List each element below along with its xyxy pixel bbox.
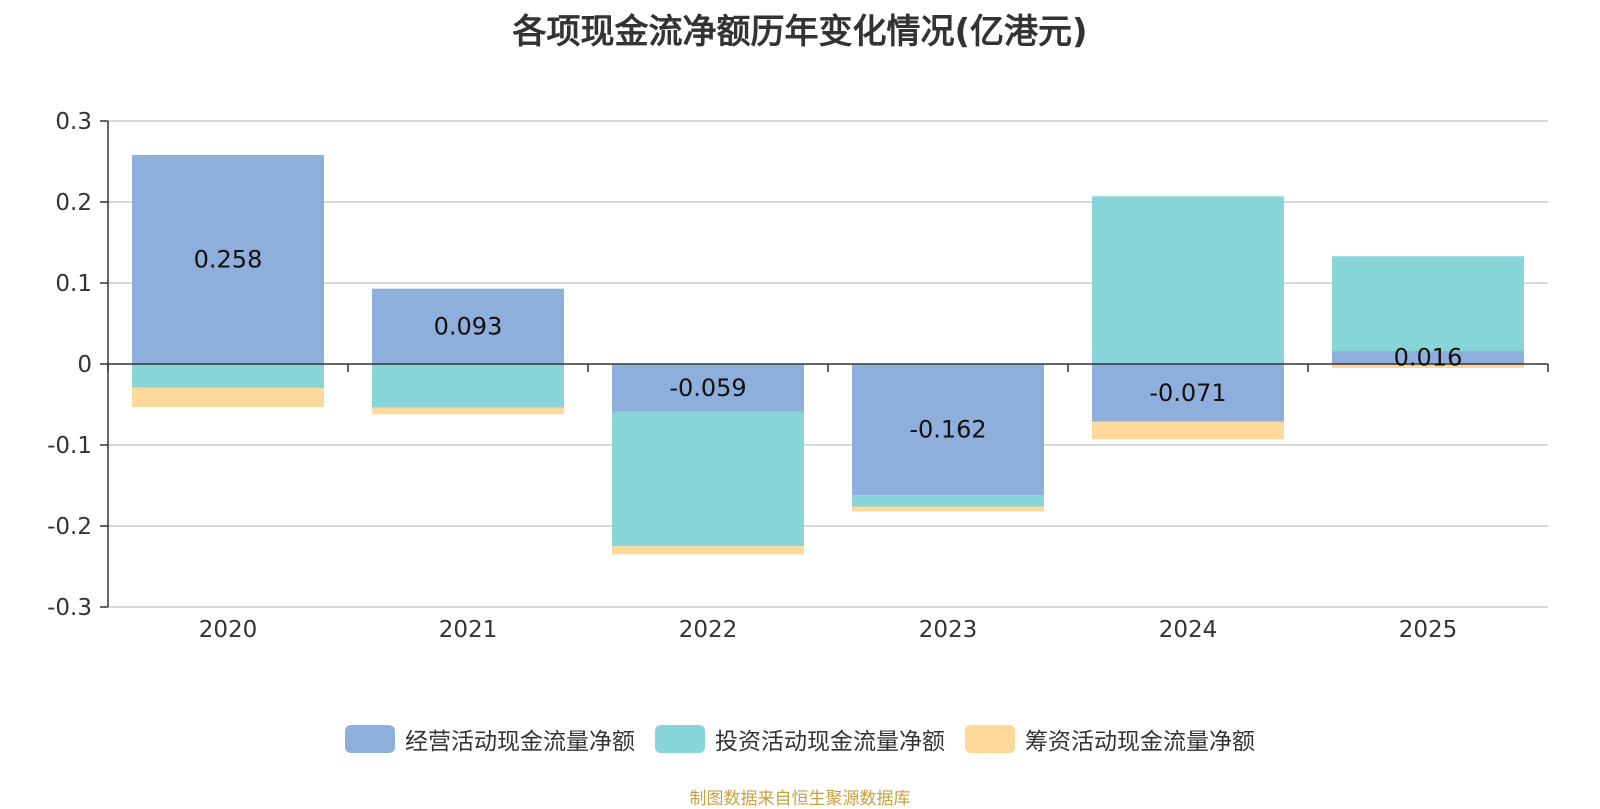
bar-segment bbox=[612, 411, 804, 547]
legend-swatch bbox=[345, 725, 395, 753]
x-tick-label: 2023 bbox=[919, 617, 978, 643]
bar-segment bbox=[852, 364, 1044, 496]
bar-segment bbox=[132, 155, 324, 364]
legend-label: 经营活动现金流量净额 bbox=[405, 729, 635, 755]
bar-segment bbox=[1092, 196, 1284, 364]
y-tick-label: 0.2 bbox=[55, 190, 92, 216]
legend-item[interactable]: 经营活动现金流量净额 bbox=[345, 722, 635, 756]
bar-segment bbox=[132, 387, 324, 407]
legend-swatch bbox=[965, 725, 1015, 753]
legend-label: 筹资活动现金流量净额 bbox=[1025, 729, 1255, 755]
bar-segment bbox=[612, 364, 804, 412]
bar-segment bbox=[372, 407, 564, 415]
bar-segment bbox=[1092, 421, 1284, 440]
y-tick-label: -0.2 bbox=[47, 514, 92, 540]
bar-segment bbox=[372, 364, 564, 408]
bar-segment bbox=[1332, 364, 1524, 369]
bar-segment bbox=[612, 546, 804, 555]
y-tick-label: 0.3 bbox=[55, 109, 92, 135]
bar-segment bbox=[852, 506, 1044, 512]
y-tick-label: 0.1 bbox=[55, 271, 92, 297]
legend-label: 投资活动现金流量净额 bbox=[715, 729, 945, 755]
x-tick-label: 2024 bbox=[1159, 617, 1218, 643]
legend-swatch bbox=[655, 725, 705, 753]
chart-legend: 经营活动现金流量净额 投资活动现金流量净额 筹资活动现金流量净额 bbox=[0, 722, 1600, 756]
data-label: -0.071 bbox=[1149, 379, 1226, 407]
y-tick-label: 0 bbox=[77, 352, 92, 378]
bar-segment bbox=[132, 364, 324, 388]
chart-title: 各项现金流净额历年变化情况(亿港元) bbox=[512, 12, 1088, 52]
source-note: 制图数据来自恒生聚源数据库 bbox=[689, 789, 911, 809]
data-label: 0.016 bbox=[1394, 344, 1463, 372]
y-tick-label: -0.3 bbox=[47, 595, 92, 621]
x-tick-label: 2022 bbox=[679, 617, 738, 643]
data-label: 0.093 bbox=[434, 312, 503, 340]
x-tick-label: 2020 bbox=[199, 617, 258, 643]
x-tick-label: 2025 bbox=[1399, 617, 1458, 643]
legend-item[interactable]: 投资活动现金流量净额 bbox=[655, 722, 945, 756]
data-label: -0.162 bbox=[909, 416, 986, 444]
bar-segment bbox=[1332, 256, 1524, 352]
x-tick-label: 2021 bbox=[439, 617, 498, 643]
legend-item[interactable]: 筹资活动现金流量净额 bbox=[965, 722, 1255, 756]
bar-segment bbox=[852, 495, 1044, 507]
bar-segment bbox=[1332, 351, 1524, 364]
data-label: -0.059 bbox=[669, 374, 746, 402]
y-tick-label: -0.1 bbox=[47, 433, 92, 459]
bar-segment bbox=[1092, 364, 1284, 422]
bar-segment bbox=[372, 288, 564, 364]
data-label: 0.258 bbox=[194, 246, 263, 274]
